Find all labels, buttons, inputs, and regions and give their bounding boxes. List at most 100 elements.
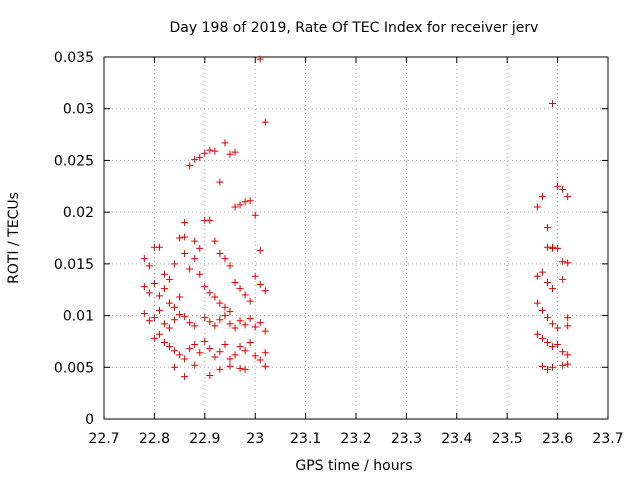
data-point — [140, 283, 148, 291]
data-point — [241, 291, 249, 299]
y-tick-label: 0.03 — [63, 102, 94, 118]
x-tick-label: 23.5 — [492, 431, 523, 447]
data-point — [166, 324, 174, 332]
data-point — [564, 314, 572, 322]
data-point — [544, 224, 552, 232]
x-tick-label: 23.1 — [290, 431, 321, 447]
x-axis-label: GPS time / hours — [295, 458, 412, 474]
x-tick-label: 22.8 — [139, 431, 170, 447]
data-point — [171, 260, 179, 268]
data-point — [216, 348, 224, 356]
data-point — [241, 321, 249, 329]
data-point — [171, 363, 179, 371]
x-tick-label: 22.7 — [88, 431, 119, 447]
data-point — [186, 345, 194, 353]
data-point — [191, 237, 199, 245]
y-axis-label: ROTI / TECUs — [6, 192, 22, 284]
data-point — [236, 201, 244, 209]
data-point — [221, 303, 229, 311]
data-point — [206, 345, 214, 353]
data-point — [236, 364, 244, 372]
data-point — [549, 343, 557, 351]
data-point — [196, 153, 204, 161]
data-point — [201, 337, 209, 345]
data-point — [176, 351, 184, 359]
axis-ticks: 22.7 22.8 22.9 23 23.1 23.2 23.3 23.4 23.5 23.6 23… — [54, 50, 624, 447]
data-point — [206, 318, 214, 326]
data-point — [150, 280, 158, 288]
data-point — [564, 259, 572, 267]
data-point — [191, 341, 199, 349]
data-point — [246, 197, 254, 205]
data-point — [171, 347, 179, 355]
data-point — [181, 250, 189, 258]
data-point — [155, 292, 163, 300]
data-point — [221, 341, 229, 349]
data-point — [226, 362, 234, 370]
data-point — [226, 262, 234, 270]
data-point — [216, 316, 224, 324]
data-point — [216, 250, 224, 258]
data-point — [226, 355, 234, 363]
data-point — [206, 372, 214, 380]
data-point — [549, 363, 557, 371]
data-point — [236, 343, 244, 351]
data-point — [538, 306, 546, 314]
data-point — [201, 283, 209, 291]
data-point — [559, 275, 567, 283]
data-point — [155, 306, 163, 314]
data-point — [241, 198, 249, 206]
x-tick-label: 23.4 — [441, 431, 472, 447]
data-point — [155, 243, 163, 251]
data-point — [196, 244, 204, 252]
data-point — [564, 193, 572, 201]
data-point — [145, 262, 153, 270]
data-point — [181, 218, 189, 226]
data-point — [181, 233, 189, 241]
data-point — [226, 150, 234, 158]
data-point — [140, 255, 148, 263]
y-tick-label: 0 — [85, 412, 94, 428]
data-point — [538, 334, 546, 342]
data-point — [206, 216, 214, 224]
data-point — [216, 365, 224, 373]
x-tick-label: 23.2 — [340, 431, 371, 447]
data-point — [538, 362, 546, 370]
grid-lines — [104, 57, 608, 419]
data-point — [261, 349, 269, 357]
data-point — [231, 148, 239, 156]
data-point — [251, 211, 259, 219]
data-point — [236, 317, 244, 325]
y-tick-label: 0.01 — [63, 309, 94, 325]
data-point — [191, 255, 199, 263]
data-point — [221, 312, 229, 320]
data-point — [160, 320, 168, 328]
data-point — [166, 343, 174, 351]
data-point — [206, 289, 214, 297]
data-point — [221, 139, 229, 147]
data-point — [538, 193, 546, 201]
data-point — [181, 313, 189, 321]
data-point — [256, 55, 264, 63]
data-point — [231, 351, 239, 359]
data-point — [231, 278, 239, 286]
data-point — [231, 324, 239, 332]
data-point — [549, 244, 557, 252]
data-point — [231, 203, 239, 211]
data-point — [554, 324, 562, 332]
y-tick-label: 0.005 — [54, 360, 94, 376]
data-point — [196, 349, 204, 357]
data-point — [211, 237, 219, 245]
x-tick-label: 23.6 — [542, 431, 573, 447]
data-point — [544, 365, 552, 373]
data-point — [241, 365, 249, 373]
data-point — [559, 348, 567, 356]
data-point — [160, 285, 168, 293]
y-tick-label: 0.015 — [54, 257, 94, 273]
x-tick-label: 22.9 — [189, 431, 220, 447]
data-point — [544, 278, 552, 286]
data-point — [216, 178, 224, 186]
data-point — [181, 355, 189, 363]
